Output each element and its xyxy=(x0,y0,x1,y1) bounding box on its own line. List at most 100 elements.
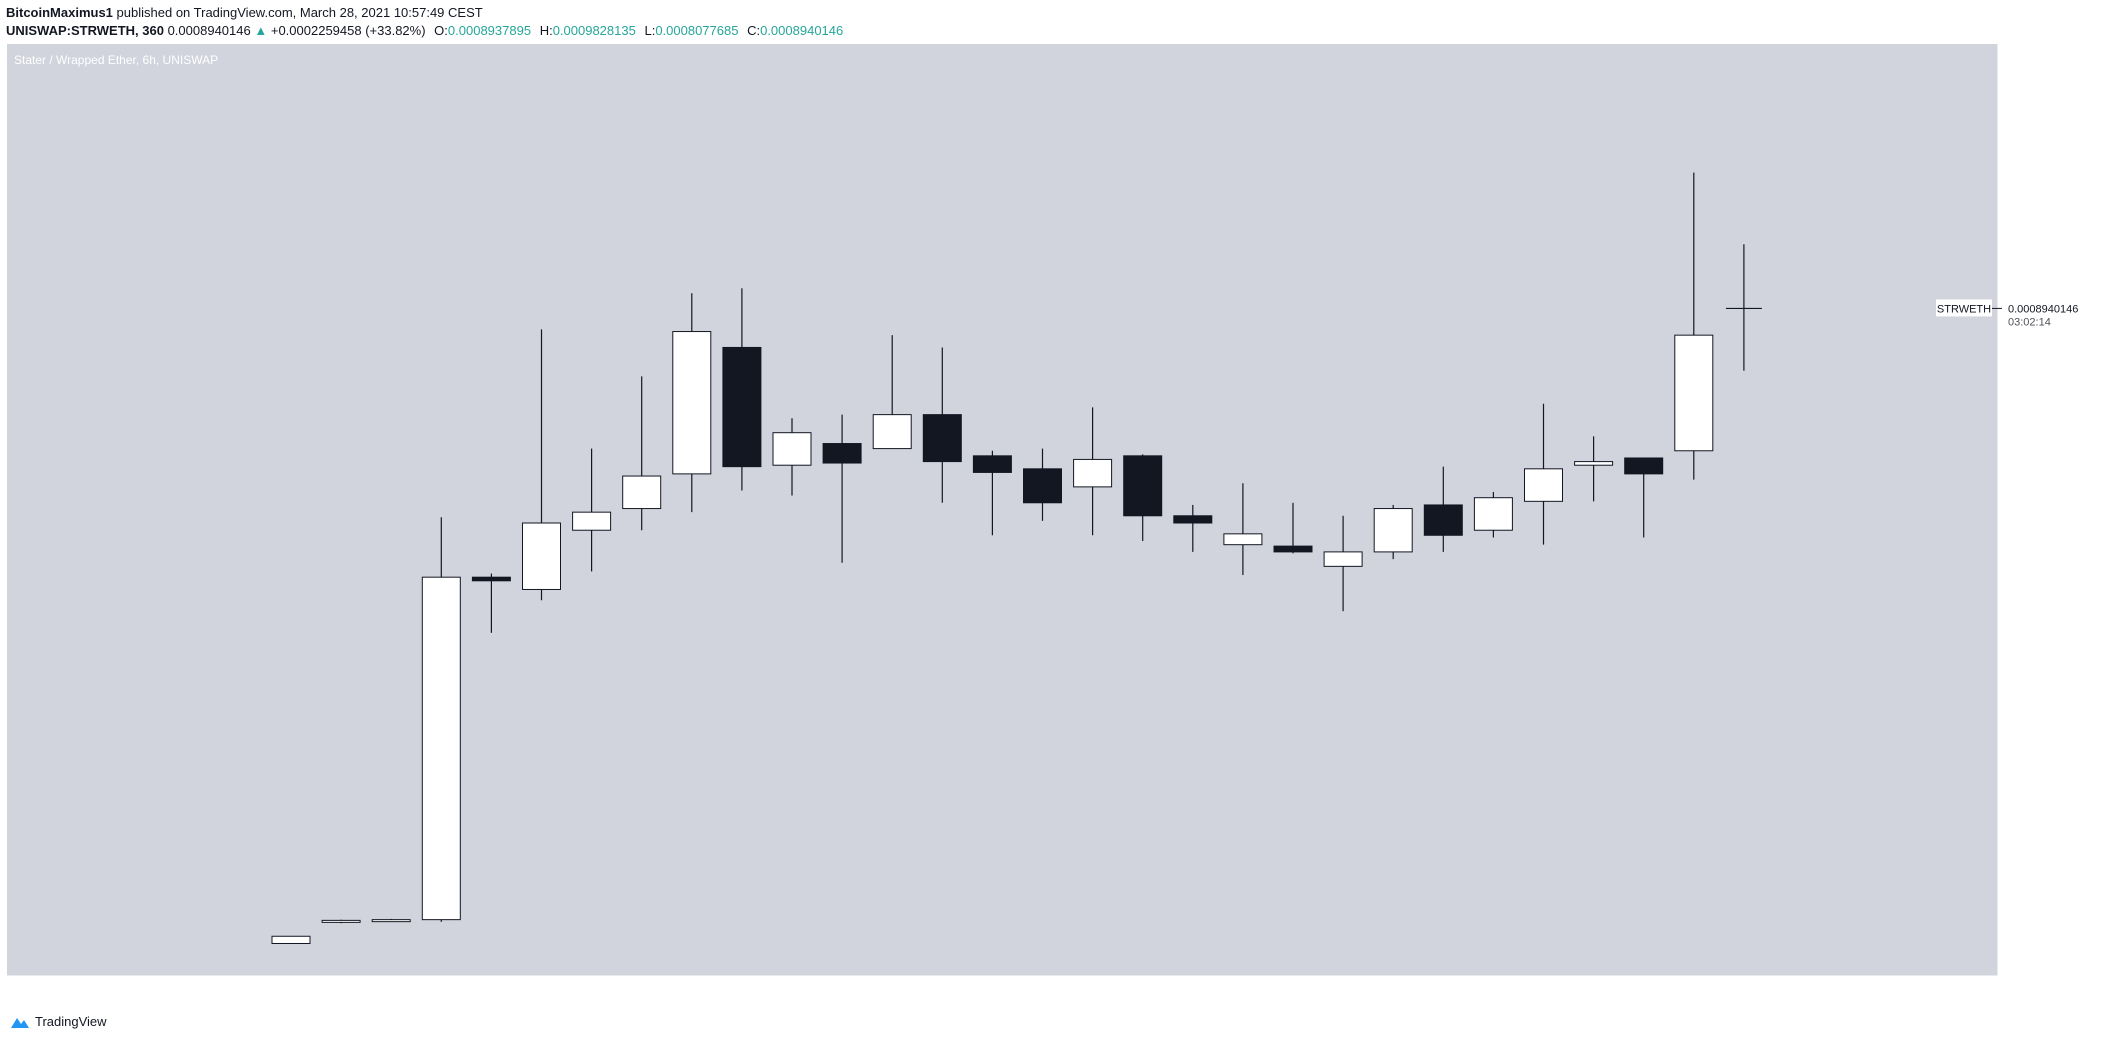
time-tick-label: 13:00 xyxy=(802,983,832,997)
price-tick-label: 0.0001500000 xyxy=(2008,841,2078,853)
symbol-ohlc-line: UNISWAP:STRWETH, 360 0.0008940146 ▲ +0.0… xyxy=(6,22,843,39)
price-tick-label: 0.0011500000 xyxy=(2008,118,2078,130)
low-label: L: xyxy=(644,23,656,38)
candle-16 xyxy=(1023,448,1062,521)
price-tick-label: 0.0003500000 xyxy=(2008,696,2078,708)
candle-4 xyxy=(421,517,461,922)
time-tick-label: 13:00 xyxy=(1203,983,1233,997)
candle-body xyxy=(271,935,311,944)
candle-9 xyxy=(672,293,712,513)
candle-12 xyxy=(822,414,862,563)
candle-21 xyxy=(1273,502,1313,554)
price-tick-label: 0.0006000000 xyxy=(2008,516,2078,528)
price-tick-label: 0.0000000000 xyxy=(2008,949,2078,961)
price-tick-label: 0.0008000000 xyxy=(2008,371,2078,383)
time-tick-label: 13:00 xyxy=(1403,983,1433,997)
candle-24 xyxy=(1423,466,1463,552)
time-tick-label: 24 xyxy=(911,983,925,997)
close-value: 0.0008940146 xyxy=(760,23,844,38)
candle-body xyxy=(672,331,712,475)
price-tick-label: 0.0011000000 xyxy=(2008,155,2078,167)
candle-body xyxy=(1173,515,1213,524)
open-value: 0.0008937895 xyxy=(447,23,532,38)
publisher-name[interactable]: BitcoinMaximus1 xyxy=(6,5,113,20)
price-tick-label: 0.0003000000 xyxy=(2008,733,2078,745)
published-text: published on TradingView.com, March 28, … xyxy=(116,5,483,20)
tradingview-brand: TradingView xyxy=(35,1014,107,1029)
time-tick-label: 25 xyxy=(1111,983,1125,997)
price-tick-label: 0.0004500000 xyxy=(2008,624,2078,636)
price-tick-label: 0.0005500000 xyxy=(2008,552,2078,564)
time-tick-label: 29 xyxy=(1913,983,1927,997)
low-value: 0.0008077685 xyxy=(655,23,739,38)
last-price-box xyxy=(2002,299,2090,330)
time-tick-label: 13:00 xyxy=(602,983,632,997)
price-tick-label: 0.0007000000 xyxy=(2008,444,2078,456)
price-tick-label: 0.0007500000 xyxy=(2008,407,2078,419)
candle-body xyxy=(1323,551,1363,567)
publish-header: BitcoinMaximus1 published on TradingView… xyxy=(6,4,483,21)
candle-body xyxy=(872,414,912,450)
time-tick-label: 22 xyxy=(510,983,524,997)
candle-25 xyxy=(1473,491,1513,538)
price-tick-label: 0.0008500000 xyxy=(2008,335,2078,347)
candle-27 xyxy=(1574,436,1614,502)
candle-body xyxy=(321,919,361,923)
candle-body xyxy=(572,511,612,531)
candle-body xyxy=(471,576,511,582)
candle-body xyxy=(1073,458,1113,488)
price-tick-label: 0.0000500000 xyxy=(2008,913,2078,925)
price-tick-label: 0.0010000000 xyxy=(2008,227,2078,239)
candles-layer xyxy=(271,172,1762,944)
candle-body xyxy=(1423,504,1463,536)
candle-3 xyxy=(371,918,411,923)
time-tick-label: 13:00 xyxy=(1002,983,1032,997)
price-axis: 0.0 WETH 00 0.0012000000 0.0011500000 0.001… xyxy=(1998,51,2078,961)
price-tick-label: 0.0002500000 xyxy=(2008,769,2078,781)
bar-countdown: 03:02:14 xyxy=(2008,316,2051,328)
high-label: H: xyxy=(539,23,553,38)
open-label: O: xyxy=(434,23,448,38)
change-arrow-icon: ▲ xyxy=(254,23,268,38)
currency-label: 0.0 WETH 00 xyxy=(2011,51,2077,63)
candle-29 xyxy=(1674,172,1714,480)
last-price: 0.0008940146 xyxy=(167,23,251,38)
candle-body xyxy=(1674,334,1714,452)
candle-13 xyxy=(872,335,912,450)
candle-body xyxy=(1023,468,1062,504)
time-tick-label: 27 xyxy=(1512,983,1526,997)
last-price-symbol: STRWETH xyxy=(1937,303,1991,315)
tradingview-cloud-icon xyxy=(11,1017,29,1028)
candle-body xyxy=(972,455,1012,473)
price-tick-label: 0.0012000000 xyxy=(2008,82,2078,94)
candle-body xyxy=(822,443,862,464)
price-tick-label: 0.0009500000 xyxy=(2008,263,2078,275)
time-tick-label: 23 xyxy=(710,983,724,997)
price-tick-label: 0.0004000000 xyxy=(2008,660,2078,672)
candle-body xyxy=(522,522,561,590)
candle-6 xyxy=(522,329,561,601)
symbol-name: UNISWAP:STRWETH, 360 xyxy=(6,23,164,38)
last-price-value: 0.0008940146 xyxy=(2008,303,2078,315)
chart-legend-title: Stater / Wrapped Ether, 6h, UNISWAP xyxy=(14,53,219,67)
candle-body xyxy=(772,432,812,466)
candle-19 xyxy=(1173,504,1213,552)
candle-body xyxy=(1574,461,1614,466)
candle-body xyxy=(1123,455,1163,517)
candle-26 xyxy=(1524,403,1563,545)
close-label: C: xyxy=(747,23,761,38)
candle-body xyxy=(1524,468,1563,502)
chart-pane[interactable] xyxy=(7,44,1998,976)
tradingview-logo[interactable]: TradingView xyxy=(6,1014,107,1029)
candle-body xyxy=(371,919,411,923)
time-tick-label: 28 xyxy=(1712,983,1726,997)
candle-body xyxy=(1273,545,1313,553)
candle-body xyxy=(421,576,461,921)
candle-14 xyxy=(922,347,962,503)
candle-10 xyxy=(722,288,762,491)
candle-23 xyxy=(1373,504,1413,560)
candle-body xyxy=(922,414,962,463)
price-tick-label: 0.0010500000 xyxy=(2008,191,2078,203)
price-tick-label: 0.0001000000 xyxy=(2008,877,2078,889)
